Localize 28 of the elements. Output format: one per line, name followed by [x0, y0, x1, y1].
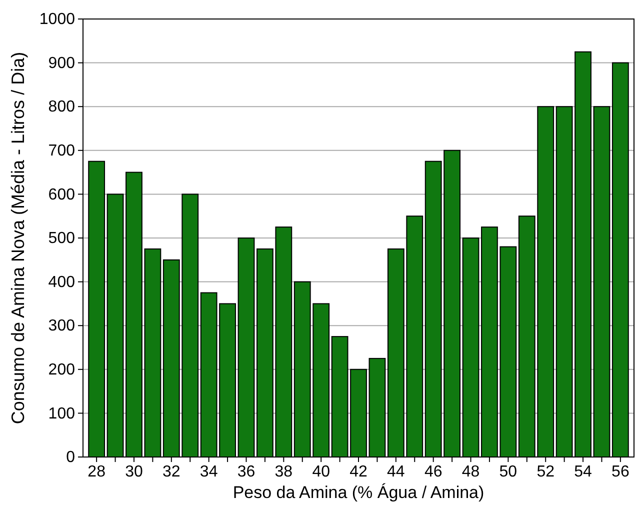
x-tick-label: 36	[237, 463, 256, 480]
y-tick-label: 1000	[39, 11, 76, 28]
y-tick-label: 100	[48, 405, 76, 422]
x-tick-label: 32	[162, 463, 180, 480]
x-tick-label: 48	[462, 463, 480, 480]
y-axis-title: Consumo de Amina Nova (Média - Litros / Dia)	[8, 52, 28, 424]
x-tick-label: 44	[387, 463, 405, 480]
x-tick-label: 38	[274, 463, 293, 480]
y-tick-label: 500	[48, 230, 76, 248]
y-tick-label: 800	[48, 98, 76, 116]
x-tick-label: 30	[125, 463, 143, 480]
x-tick-label: 56	[612, 463, 630, 480]
y-tick-label: 700	[48, 142, 76, 160]
y-tick-label: 600	[48, 186, 76, 204]
y-tick-label: 300	[48, 318, 76, 335]
x-tick-label: 50	[499, 463, 518, 480]
x-tick-label: 40	[312, 463, 330, 480]
x-axis-title: Peso da Amina (% Água / Amina)	[232, 483, 484, 502]
x-tick-label: 42	[350, 463, 368, 480]
x-tick-label: 34	[200, 463, 218, 480]
x-tick-label: 28	[88, 463, 106, 480]
y-tick-label: 900	[48, 54, 76, 72]
y-tick-label: 0	[66, 449, 76, 466]
y-tick-label: 200	[48, 362, 76, 379]
x-tick-label: 54	[574, 463, 592, 480]
x-tick-label: 52	[536, 463, 555, 480]
y-tick-label: 400	[48, 274, 76, 291]
x-tick-label: 46	[424, 463, 442, 480]
